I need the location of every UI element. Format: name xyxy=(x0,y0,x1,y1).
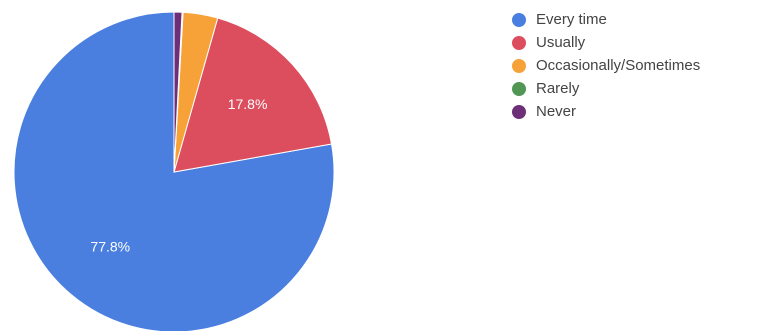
legend-label: Occasionally/Sometimes xyxy=(536,57,700,74)
legend-item: Never xyxy=(512,103,576,120)
legend-swatch xyxy=(512,13,526,27)
slice-value-label: 77.8% xyxy=(90,239,130,255)
legend-swatch xyxy=(512,36,526,50)
slice-value-label: 17.8% xyxy=(228,96,268,112)
legend-item: Every time xyxy=(512,11,607,28)
legend-swatch xyxy=(512,82,526,96)
legend-item: Occasionally/Sometimes xyxy=(512,57,700,74)
legend: Every time Usually Occasionally/Sometimes R… xyxy=(512,11,700,120)
pie-slice-labels: 77.8% 17.8% xyxy=(90,96,267,255)
legend-swatch xyxy=(512,59,526,73)
legend-swatch xyxy=(512,105,526,119)
pie-slices xyxy=(13,11,335,331)
legend-label: Never xyxy=(536,103,576,120)
legend-label: Rarely xyxy=(536,80,580,97)
legend-label: Usually xyxy=(536,34,586,51)
legend-item: Usually xyxy=(512,34,586,51)
legend-item: Rarely xyxy=(512,80,580,97)
legend-label: Every time xyxy=(536,11,607,28)
pie-slice-usually xyxy=(173,17,333,173)
pie-slice-never xyxy=(173,11,183,173)
